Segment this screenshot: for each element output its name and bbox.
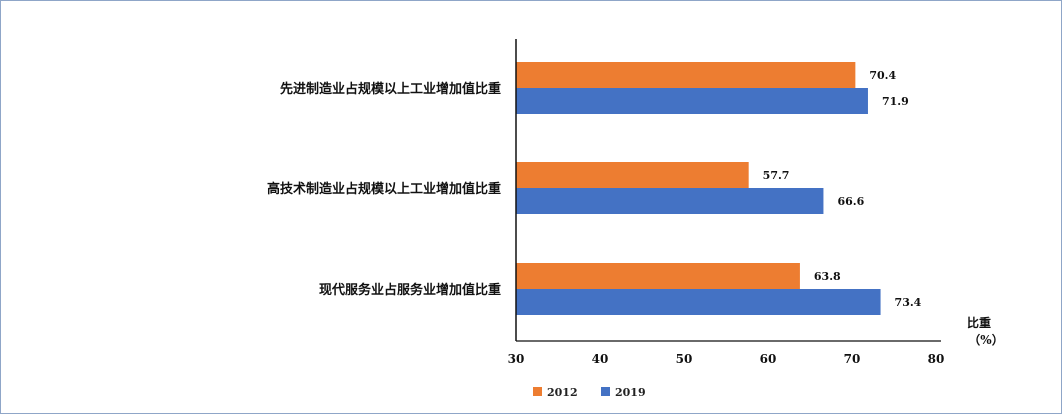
bar-2012-2	[516, 162, 749, 188]
data-label-2012-2: 57.7	[763, 169, 790, 182]
data-label-2019-2: 66.6	[837, 195, 864, 208]
legend-swatch-2019	[601, 387, 610, 396]
x-tick-label-60: 60	[760, 352, 777, 366]
bar-2019-3	[516, 289, 881, 315]
bar-2012-1	[516, 62, 856, 88]
x-tick-label-70: 70	[844, 352, 861, 366]
category-label-1: 先进制造业占规模以上工业增加值比重	[280, 81, 501, 97]
x-axis-unit-line1: 比重	[967, 315, 991, 330]
legend-label-2019: 2019	[615, 386, 646, 399]
x-tick-label-50: 50	[676, 352, 693, 366]
category-label-2: 高技术制造业占规模以上工业增加值比重	[267, 181, 501, 197]
data-label-2012-3: 63.8	[814, 270, 841, 283]
bar-2019-1	[516, 88, 868, 114]
x-axis-unit-line2: （%）	[968, 332, 1003, 347]
data-label-2019-1: 71.9	[882, 95, 909, 108]
x-axis-ticks: 30 40 50 60 70 80	[508, 352, 945, 366]
data-label-2019-3: 73.4	[895, 296, 922, 309]
bar-2019-2	[516, 188, 824, 214]
x-tick-label-40: 40	[592, 352, 609, 366]
category-labels: 先进制造业占规模以上工业增加值比重高技术制造业占规模以上工业增加值比重现代服务业…	[267, 81, 501, 298]
category-label-3: 现代服务业占服务业增加值比重	[319, 282, 501, 298]
bars-group	[516, 62, 881, 315]
legend-label-2012: 2012	[547, 386, 578, 399]
bar-2012-3	[516, 263, 800, 289]
x-tick-label-80: 80	[928, 352, 945, 366]
legend-swatch-2012	[533, 387, 542, 396]
data-label-2012-1: 70.4	[869, 69, 896, 82]
x-tick-label-30: 30	[508, 352, 525, 366]
data-labels: 70.4 71.9 57.7 66.6 63.8 73.4	[763, 69, 922, 309]
legend: 2012 2019	[533, 386, 646, 399]
